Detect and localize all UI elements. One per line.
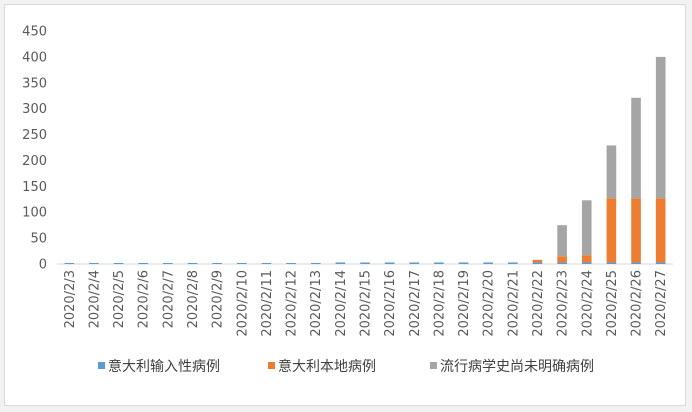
x-tick-label: 2020/2/20 [482, 270, 497, 337]
x-axis-ticks: 2020/2/3 2020/2/4 2020/2/5 2020/2/6 2020/2/7… [63, 270, 669, 337]
x-tick-label: 2020/2/27 [654, 270, 669, 337]
x-tick-label: 2020/2/13 [309, 270, 324, 337]
bar-segment-s0-11 [335, 262, 346, 264]
x-tick-label: 2020/2/8 [186, 270, 201, 328]
bar-segment-s0-13 [384, 262, 395, 264]
legend: 意大利输入性病例 意大利本地病例 流行病学史尚未明确病例 [98, 358, 594, 375]
bar-segment-s0-18 [508, 262, 518, 264]
bar-segment-s0-19 [532, 262, 543, 264]
x-tick-label: 2020/2/7 [161, 270, 176, 328]
bar-segment-s0-6 [212, 262, 222, 264]
x-tick-label: 2020/2/15 [359, 270, 374, 337]
x-tick-label: 2020/2/17 [408, 270, 423, 337]
bar-segment-s1-19 [532, 259, 543, 263]
bar-segment-s0-24 [655, 262, 666, 264]
bar-segment-s2-24 [655, 56, 666, 199]
x-tick-label: 2020/2/10 [235, 270, 250, 337]
legend-swatch [98, 362, 105, 369]
x-tick-label: 2020/2/18 [432, 270, 447, 337]
y-tick-label: 0 [39, 258, 47, 273]
x-tick-label: 2020/2/21 [506, 270, 521, 337]
bar-segment-s0-7 [236, 262, 247, 264]
bar-segment-s2-21 [581, 200, 592, 256]
x-tick-label: 2020/2/26 [630, 270, 645, 337]
y-tick-label: 50 [30, 232, 47, 247]
bar-segment-s0-21 [581, 262, 592, 264]
y-tick-label: 150 [22, 180, 47, 195]
legend-label: 意大利本地病例 [278, 358, 376, 375]
x-tick-label: 2020/2/22 [531, 270, 546, 337]
bar-segment-s1-23 [631, 198, 641, 263]
bar-segment-s0-3 [138, 262, 149, 264]
bar-segment-s0-20 [557, 262, 567, 264]
bar-segment-s0-0 [64, 262, 75, 264]
bar-segment-s0-23 [631, 262, 641, 264]
bar-segment-s0-1 [89, 262, 99, 264]
bar-segment-s0-2 [113, 262, 124, 264]
x-tick-label: 2020/2/11 [260, 270, 275, 337]
bar-segment-s2-22 [606, 145, 617, 199]
x-tick-label: 2020/2/19 [457, 270, 472, 337]
bar-segment-s0-5 [187, 262, 198, 264]
bar-segment-s1-22 [606, 198, 617, 263]
bar-segment-s0-4 [163, 262, 173, 264]
legend-swatch [268, 362, 275, 369]
y-tick-label: 100 [22, 206, 47, 221]
x-tick-label: 2020/2/12 [285, 270, 300, 337]
bar-segment-s0-17 [483, 262, 494, 264]
y-tick-label: 300 [22, 102, 47, 117]
bar-segment-s1-21 [581, 255, 592, 263]
y-tick-label: 450 [22, 25, 47, 40]
y-tick-label: 350 [22, 76, 47, 91]
bar-segment-s2-23 [631, 97, 641, 199]
bar-segment-s0-12 [360, 262, 370, 264]
bar-segment-s0-22 [606, 262, 617, 264]
legend-swatch [430, 362, 437, 369]
x-tick-label: 2020/2/5 [112, 270, 127, 328]
x-tick-label: 2020/2/24 [580, 270, 595, 337]
bar-segment-s0-16 [458, 262, 469, 264]
bar-segment-s1-24 [655, 198, 666, 263]
bar-segment-s2-20 [557, 225, 567, 257]
bar-segment-s0-10 [310, 262, 321, 264]
x-tick-label: 2020/2/16 [383, 270, 398, 337]
legend-label: 意大利输入性病例 [108, 358, 220, 375]
y-tick-label: 200 [22, 154, 47, 169]
y-tick-label: 400 [22, 50, 47, 65]
bar-segment-s0-8 [261, 262, 272, 264]
x-tick-label: 2020/2/14 [334, 270, 349, 337]
legend-label: 流行病学史尚未明确病例 [440, 359, 594, 375]
y-tick-label: 250 [22, 128, 47, 143]
x-tick-label: 2020/2/6 [137, 270, 152, 328]
bar-segment-s0-14 [409, 262, 420, 264]
x-tick-label: 2020/2/23 [556, 270, 571, 337]
bars [64, 56, 666, 264]
bar-segment-s1-20 [557, 256, 567, 263]
bar-segment-s0-15 [434, 262, 444, 264]
x-tick-label: 2020/2/3 [63, 270, 78, 328]
x-tick-label: 2020/2/4 [87, 270, 102, 328]
x-tick-label: 2020/2/25 [605, 270, 620, 337]
chart-frame: 0 50 100 150 200 250 300 350 400 450 2020/2/3 2020… [4, 4, 686, 406]
x-tick-label: 2020/2/9 [211, 270, 226, 328]
bar-segment-s0-9 [286, 262, 296, 264]
y-axis-ticks: 0 50 100 150 200 250 300 350 400 450 [22, 25, 47, 273]
